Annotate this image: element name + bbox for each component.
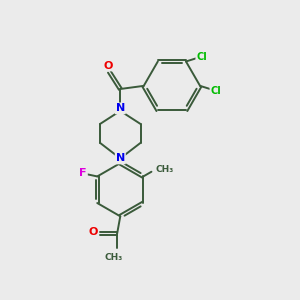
Text: F: F: [80, 168, 87, 178]
Text: Cl: Cl: [196, 52, 207, 62]
Text: O: O: [103, 61, 112, 70]
Text: N: N: [116, 103, 125, 113]
Text: N: N: [116, 153, 125, 164]
Text: Cl: Cl: [210, 85, 221, 96]
Text: O: O: [88, 227, 98, 237]
Text: CH₃: CH₃: [104, 253, 122, 262]
Text: CH₃: CH₃: [155, 165, 173, 174]
